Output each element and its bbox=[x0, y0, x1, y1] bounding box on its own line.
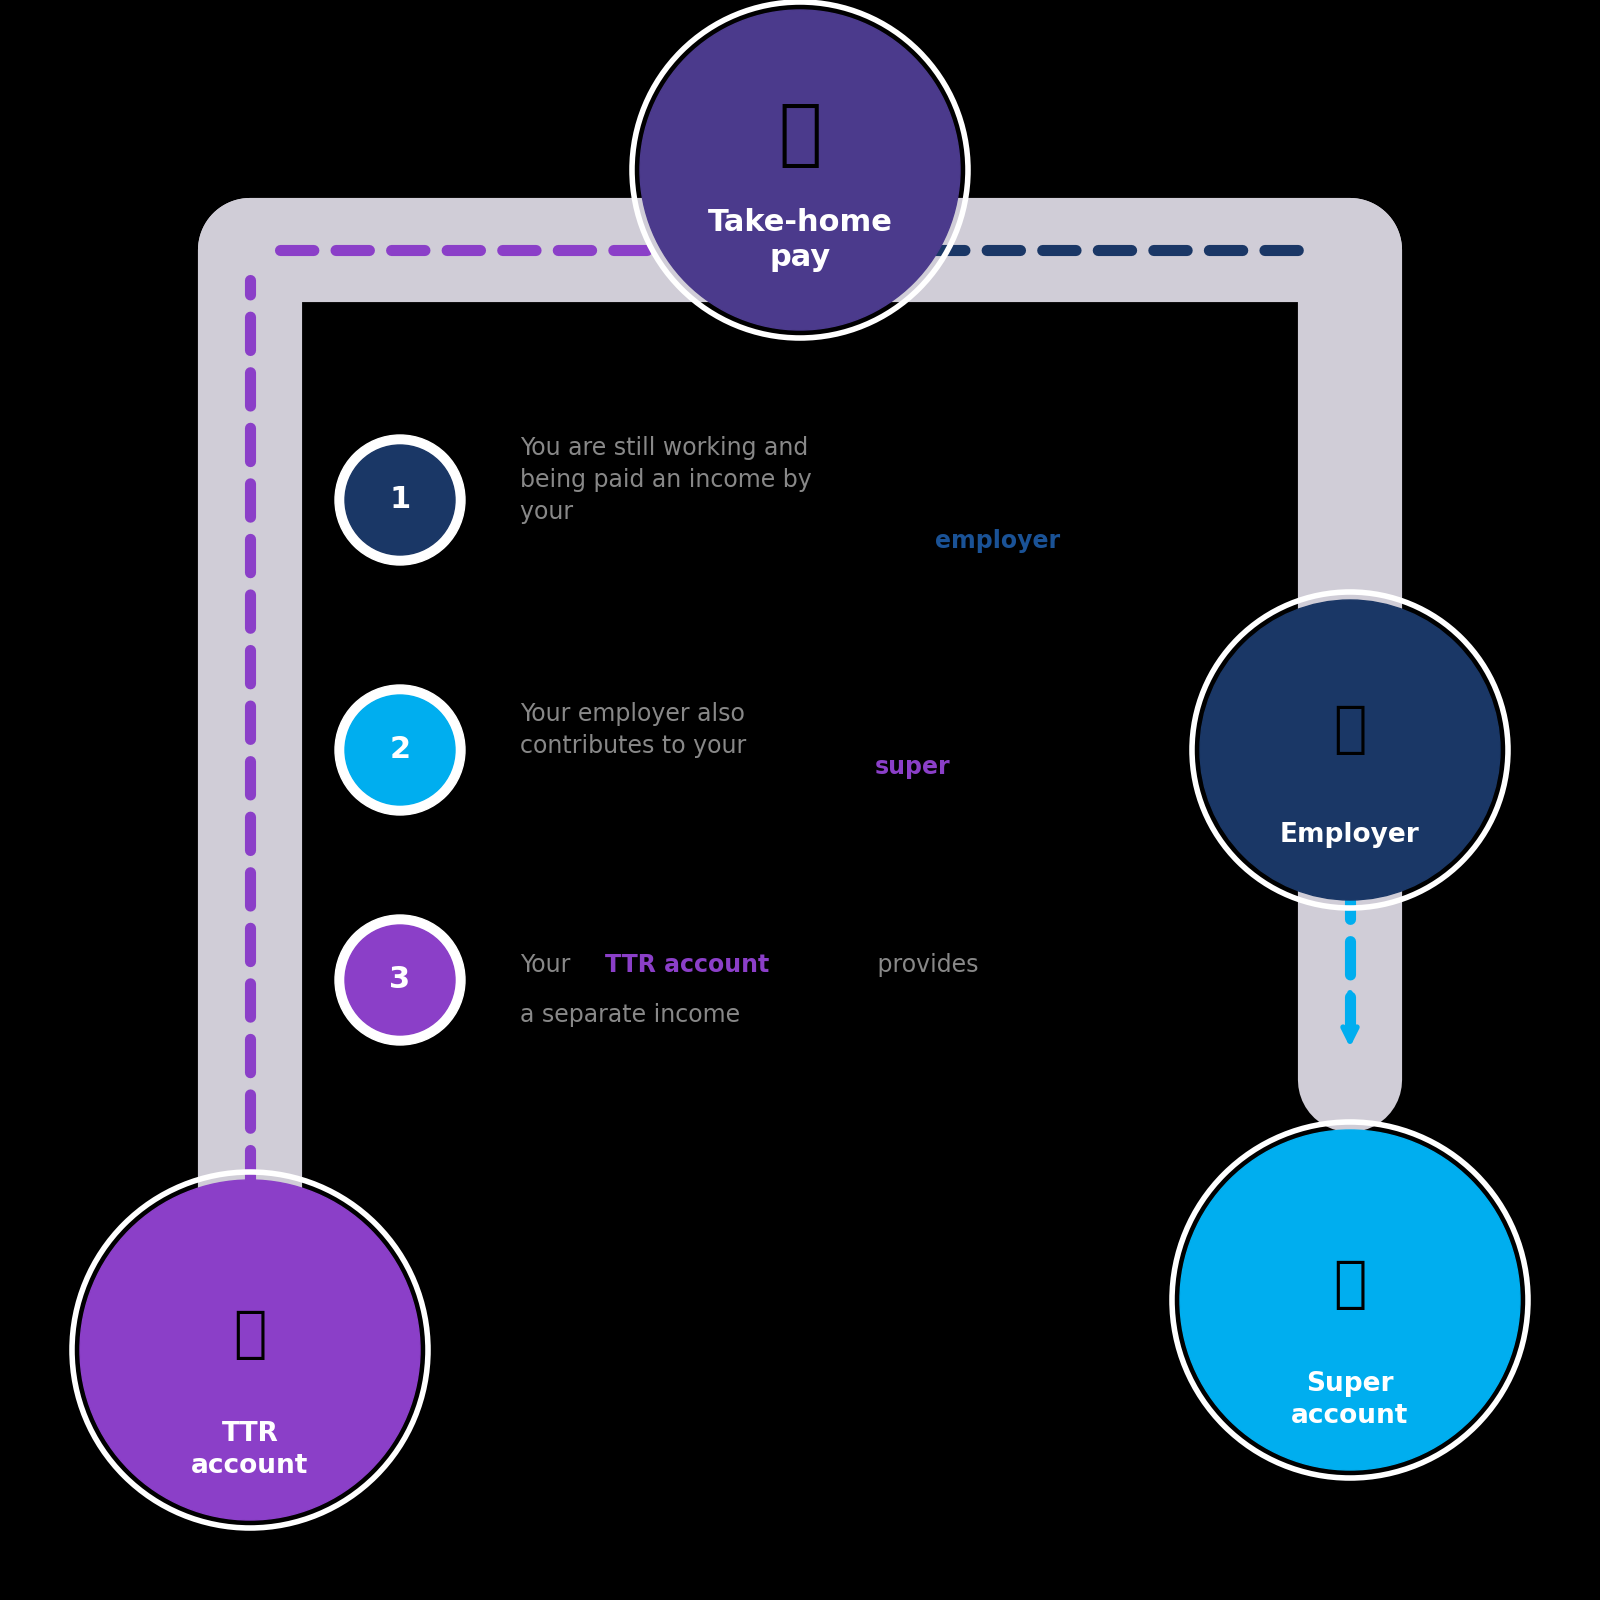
Text: You are still working and
being paid an income by
your: You are still working and being paid an … bbox=[520, 437, 811, 523]
Text: employer: employer bbox=[934, 530, 1061, 554]
Circle shape bbox=[334, 435, 466, 565]
Text: 3: 3 bbox=[389, 965, 411, 995]
Circle shape bbox=[346, 694, 454, 805]
Circle shape bbox=[640, 10, 960, 330]
Text: 💼: 💼 bbox=[1333, 702, 1366, 757]
Text: Employer: Employer bbox=[1280, 822, 1419, 848]
Text: Your employer also
contributes to your: Your employer also contributes to your bbox=[520, 702, 754, 758]
Text: Your: Your bbox=[520, 954, 578, 978]
Text: TTR account: TTR account bbox=[605, 954, 770, 978]
Text: 🔓: 🔓 bbox=[234, 1309, 267, 1362]
Circle shape bbox=[80, 1181, 419, 1520]
Circle shape bbox=[346, 445, 454, 555]
Text: 👜: 👜 bbox=[778, 101, 822, 170]
Text: TTR
account: TTR account bbox=[192, 1421, 309, 1478]
Text: 1: 1 bbox=[389, 485, 411, 515]
Text: provides: provides bbox=[870, 954, 979, 978]
Circle shape bbox=[1200, 600, 1501, 899]
Text: a separate income: a separate income bbox=[520, 1003, 741, 1027]
Text: Super
account: Super account bbox=[1291, 1371, 1408, 1429]
Circle shape bbox=[334, 915, 466, 1045]
Circle shape bbox=[334, 685, 466, 814]
Text: super: super bbox=[875, 755, 950, 779]
Circle shape bbox=[346, 925, 454, 1035]
Text: Take-home
pay: Take-home pay bbox=[707, 208, 893, 272]
Text: 2: 2 bbox=[389, 736, 411, 765]
Circle shape bbox=[1181, 1130, 1520, 1470]
Text: 🐷: 🐷 bbox=[1333, 1258, 1366, 1312]
